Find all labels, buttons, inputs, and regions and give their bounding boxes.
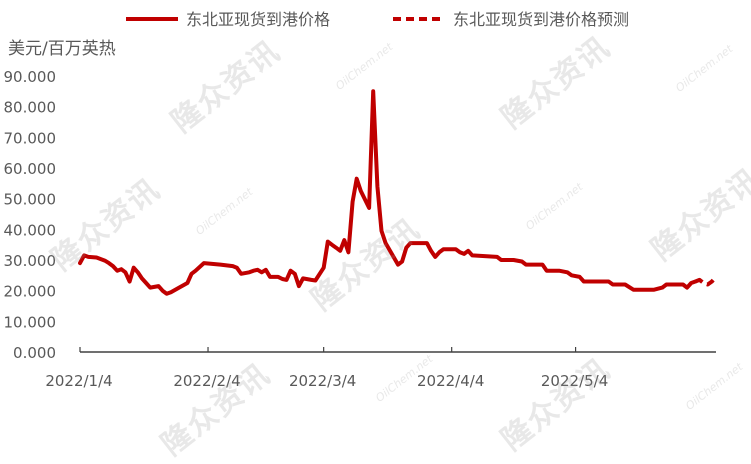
y-tick-label: 60.000	[4, 160, 57, 178]
x-tick-label: 2022/3/4	[289, 372, 356, 390]
series-forecast-line	[694, 275, 718, 287]
y-tick-label: 90.000	[4, 68, 57, 86]
legend-label: 东北亚现货到港价格预测	[453, 10, 629, 29]
y-tick-label: 70.000	[4, 129, 57, 147]
y-axis-ticks: 0.000 10.000 20.000 30.000 40.000 50.000 60.00…	[4, 68, 57, 362]
y-tick-label: 10.000	[4, 313, 57, 331]
x-tick-label: 2022/1/4	[45, 372, 112, 390]
x-tick-label: 2022/2/4	[173, 372, 240, 390]
y-tick-label: 50.000	[4, 191, 57, 209]
x-axis: 2022/1/4 2022/2/4 2022/3/4 2022/4/4 2022/5/4	[45, 347, 716, 390]
series-group	[78, 89, 718, 296]
line-chart: 东北亚现货到港价格 东北亚现货到港价格预测 美元/百万英热 0.000 10.000…	[4, 10, 718, 390]
chart-legend: 东北亚现货到港价格 东北亚现货到港价格预测	[126, 10, 629, 29]
x-tick-label: 2022/5/4	[541, 372, 608, 390]
y-tick-label: 20.000	[4, 283, 57, 301]
y-tick-label: 0.000	[13, 344, 56, 362]
x-tick-label: 2022/4/4	[417, 372, 484, 390]
series-actual-line	[78, 89, 698, 296]
y-tick-label: 40.000	[4, 221, 57, 239]
legend-label: 东北亚现货到港价格	[186, 10, 330, 29]
y-axis-label: 美元/百万英热	[8, 39, 116, 59]
y-tick-label: 80.000	[4, 99, 57, 117]
y-tick-label: 30.000	[4, 252, 57, 270]
